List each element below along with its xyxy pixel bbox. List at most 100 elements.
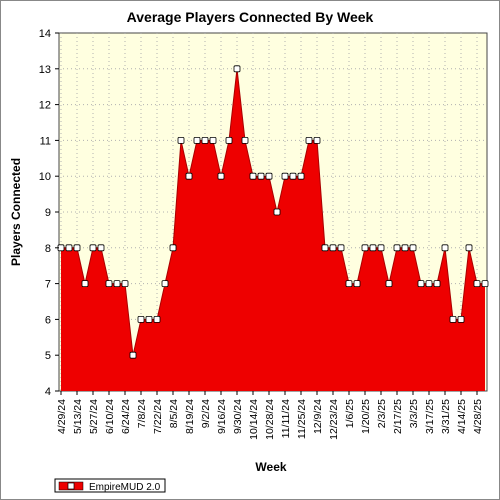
data-point (305, 136, 313, 144)
data-point (321, 244, 329, 252)
chart-title: Average Players Connected By Week (127, 9, 374, 25)
x-tick-label: 1/20/25 (360, 399, 372, 434)
data-point (233, 65, 241, 73)
x-tick-label: 10/14/24 (248, 399, 260, 440)
area-fill (61, 68, 485, 392)
x-tick-label: 7/22/24 (152, 399, 164, 434)
data-point (225, 136, 233, 144)
y-tick-label: 8 (45, 243, 51, 255)
x-tick-label: 12/9/24 (312, 399, 324, 434)
y-tick-label: 13 (39, 64, 51, 76)
x-tick-label: 3/17/25 (424, 399, 436, 434)
data-markers (57, 65, 489, 359)
data-point (417, 280, 425, 288)
y-tick-label: 12 (39, 100, 51, 112)
y-tick-label: 9 (45, 207, 51, 219)
legend-label: EmpireMUD 2.0 (89, 482, 161, 493)
data-point (385, 280, 393, 288)
data-point (153, 315, 161, 323)
y-tick-label: 7 (45, 279, 51, 291)
x-tick-label: 6/24/24 (120, 399, 132, 434)
x-axis-label: Week (255, 460, 286, 474)
legend: EmpireMUD 2.0 (54, 478, 166, 493)
data-point (353, 280, 361, 288)
data-point (393, 244, 401, 252)
x-tick-label: 1/6/25 (344, 399, 356, 428)
data-point (65, 244, 73, 252)
data-point (369, 244, 377, 252)
data-point (169, 244, 177, 252)
data-point (345, 280, 353, 288)
data-point (177, 136, 185, 144)
data-point (201, 136, 209, 144)
data-point (73, 244, 81, 252)
x-tick-label: 4/28/25 (472, 399, 484, 434)
y-tick-label: 6 (45, 314, 51, 326)
x-tick-label: 5/27/24 (88, 399, 100, 434)
x-tick-label: 4/29/24 (56, 399, 68, 434)
data-point (361, 244, 369, 252)
y-axis-ticks: 4 5 6 7 8 9 10 11 12 13 14 (39, 28, 59, 398)
data-point (457, 315, 465, 323)
data-point (161, 280, 169, 288)
area-line (61, 68, 485, 356)
x-tick-label: 8/19/24 (184, 399, 196, 434)
x-tick-label: 7/8/24 (136, 399, 148, 428)
x-axis-ticks: 4/29/24 5/13/24 5/27/24 6/10/24 6/24/24 7/8/2… (56, 391, 484, 440)
data-point (217, 172, 225, 180)
x-tick-label: 5/13/24 (72, 399, 84, 434)
y-axis-label: Players Connected (9, 158, 23, 266)
legend-marker (67, 482, 75, 490)
data-point (425, 280, 433, 288)
x-tick-label: 6/10/24 (104, 399, 116, 434)
data-point (241, 136, 249, 144)
x-tick-label: 9/16/24 (216, 399, 228, 434)
data-point (465, 244, 473, 252)
x-tick-label: 11/11/24 (280, 399, 292, 438)
data-point (113, 280, 121, 288)
x-tick-label: 12/23/24 (328, 399, 340, 440)
y-tick-label: 4 (45, 386, 51, 398)
data-point (193, 136, 201, 144)
data-point (281, 172, 289, 180)
data-point (97, 244, 105, 252)
data-point (129, 351, 137, 359)
data-point (377, 244, 385, 252)
x-tick-label: 11/25/24 (296, 399, 308, 439)
data-point (121, 280, 129, 288)
data-point (449, 315, 457, 323)
x-tick-label: 3/31/25 (440, 399, 452, 434)
y-tick-label: 11 (40, 135, 51, 147)
data-point (265, 172, 273, 180)
x-tick-label: 9/2/24 (200, 399, 212, 428)
x-tick-label: 8/5/24 (168, 399, 180, 428)
data-point (89, 244, 97, 252)
data-point (313, 136, 321, 144)
data-point (185, 172, 193, 180)
data-point (273, 208, 281, 216)
data-point (409, 244, 417, 252)
x-tick-label: 9/30/24 (232, 399, 244, 434)
data-point (329, 244, 337, 252)
data-point (249, 172, 257, 180)
data-point (137, 315, 145, 323)
x-tick-label: 10/28/24 (264, 399, 276, 440)
data-point (297, 172, 305, 180)
x-tick-label: 2/17/25 (392, 399, 404, 434)
x-tick-label: 2/3/25 (376, 399, 388, 428)
x-tick-label: 3/3/25 (408, 399, 420, 428)
data-point (289, 172, 297, 180)
data-point (473, 280, 481, 288)
y-tick-label: 5 (45, 350, 51, 362)
data-point (433, 280, 441, 288)
x-tick-label: 4/14/25 (456, 399, 468, 434)
data-point (401, 244, 409, 252)
data-point (441, 244, 449, 252)
y-tick-label: 14 (39, 28, 51, 40)
y-tick-label: 10 (39, 171, 51, 183)
data-point (209, 136, 217, 144)
data-point (105, 280, 113, 288)
data-point (145, 315, 153, 323)
